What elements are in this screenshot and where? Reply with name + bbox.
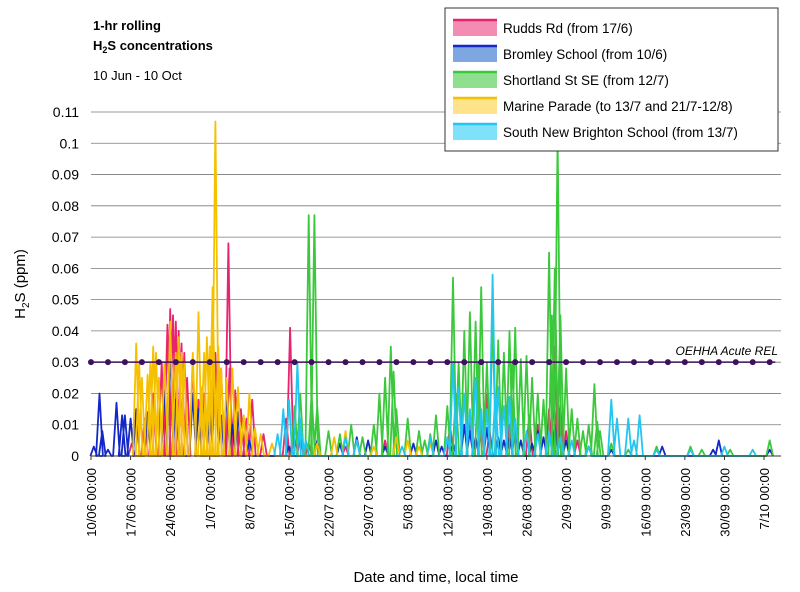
y-tick-label: 0.07 <box>52 229 79 245</box>
reference-line-marker <box>461 359 468 366</box>
legend-swatch <box>453 19 497 36</box>
y-tick-label: 0 <box>71 448 79 464</box>
x-tick-label: 1/07 00:00 <box>203 468 218 529</box>
reference-line-marker <box>444 359 451 366</box>
y-tick-label: 0.08 <box>52 198 79 214</box>
reference-line-marker <box>546 359 553 366</box>
x-tick-label: 9/09 00:00 <box>599 468 614 529</box>
legend-swatch <box>453 45 497 62</box>
reference-line-marker <box>529 359 536 366</box>
reference-line-marker <box>223 359 230 366</box>
reference-line-marker <box>698 359 705 366</box>
reference-line-marker <box>613 359 620 366</box>
reference-line-marker <box>647 359 654 366</box>
reference-line-marker <box>257 359 264 366</box>
legend-label: Marine Parade (to 13/7 and 21/7-12/8) <box>503 99 733 114</box>
y-tick-label: 0.05 <box>52 292 79 308</box>
reference-line-marker <box>291 359 298 366</box>
reference-line-marker <box>681 359 688 366</box>
x-tick-label: 26/08 00:00 <box>519 468 534 537</box>
x-tick-label: 23/09 00:00 <box>678 468 693 537</box>
y-tick-label: 0.01 <box>52 417 79 433</box>
reference-line-marker <box>359 359 366 366</box>
series-line <box>273 273 757 457</box>
y-tick-label: 0.11 <box>53 104 79 120</box>
reference-line-marker <box>766 359 773 366</box>
reference-line-marker <box>393 359 400 366</box>
legend-label: Rudds Rd (from 17/6) <box>503 21 633 36</box>
reference-line-marker <box>121 359 128 366</box>
legend-swatch <box>453 123 497 140</box>
x-tick-label: 29/07 00:00 <box>361 468 376 537</box>
reference-line-marker <box>206 359 213 366</box>
reference-line-marker <box>580 359 587 366</box>
reference-line-marker <box>189 359 196 366</box>
legend-label: Shortland St SE (from 12/7) <box>503 73 669 88</box>
reference-line-marker <box>563 359 570 366</box>
y-tick-label: 0.03 <box>52 354 79 370</box>
x-tick-label: 30/09 00:00 <box>717 468 732 537</box>
reference-line-marker <box>495 359 502 366</box>
y-tick-label: 0.06 <box>52 260 79 276</box>
legend: Rudds Rd (from 17/6) Bromley School (from… <box>444 7 779 152</box>
reference-line-marker <box>715 359 722 366</box>
legend-box <box>444 7 779 152</box>
y-tick-label: 0.04 <box>52 323 79 339</box>
reference-line-marker <box>630 359 637 366</box>
x-tick-label: 12/08 00:00 <box>440 468 455 537</box>
reference-line-marker <box>732 359 739 366</box>
y-tick-label: 0.09 <box>52 167 79 183</box>
reference-line-marker <box>478 359 485 366</box>
reference-line-label: OEHHA Acute REL <box>676 344 778 358</box>
chart-title-line2: H2S concentrations <box>93 38 213 55</box>
chart-title-line1: 1-hr rolling <box>93 18 161 33</box>
x-tick-label: 22/07 00:00 <box>322 468 337 537</box>
reference-line-marker <box>240 359 247 366</box>
reference-line-marker <box>308 359 315 366</box>
legend-label: South New Brighton School (from 13/7) <box>503 125 738 140</box>
x-tick-label: 5/08 00:00 <box>401 468 416 529</box>
reference-line-marker <box>88 359 94 366</box>
reference-line-marker <box>664 359 671 366</box>
y-axis-title: H2S (ppm) <box>12 249 32 319</box>
x-tick-label: 7/10 00:00 <box>757 468 772 529</box>
x-tick-label: 10/06 00:00 <box>84 468 99 537</box>
reference-line-marker <box>427 359 434 366</box>
legend-swatch <box>453 97 497 114</box>
y-tick-label: 0.02 <box>52 385 79 401</box>
x-axis-tick-labels: 10/06 00:00 17/06 00:00 24/06 00:00 1/07 00… <box>84 456 772 537</box>
x-tick-label: 19/08 00:00 <box>480 468 495 537</box>
reference-line-layer: OEHHA Acute REL <box>88 344 778 366</box>
reference-line-marker <box>138 359 145 366</box>
reference-line-marker <box>155 359 162 366</box>
reference-line-marker <box>512 359 519 366</box>
chart-subtitle: 10 Jun - 10 Oct <box>93 68 182 83</box>
reference-line-marker <box>376 359 383 366</box>
reference-line-marker <box>325 359 332 366</box>
x-tick-label: 17/06 00:00 <box>124 468 139 537</box>
reference-line-marker <box>410 359 417 366</box>
legend-swatch <box>453 71 497 88</box>
x-tick-label: 8/07 00:00 <box>242 468 257 529</box>
x-axis-title: Date and time, local time <box>353 569 518 586</box>
x-tick-label: 2/09 00:00 <box>559 468 574 529</box>
legend-label: Bromley School (from 10/6) <box>503 47 667 62</box>
x-tick-label: 24/06 00:00 <box>163 468 178 537</box>
x-tick-label: 15/07 00:00 <box>282 468 297 537</box>
reference-line-marker <box>172 359 179 366</box>
reference-line-marker <box>749 359 756 366</box>
y-axis-tick-labels: 0 0.01 0.02 0.03 0.04 0.05 0.06 0.07 0.08 0.09 0.1… <box>52 104 79 464</box>
y-tick-label: 0.1 <box>60 135 80 151</box>
reference-line-marker <box>104 359 111 366</box>
reference-line-marker <box>274 359 281 366</box>
reference-line-marker <box>342 359 349 366</box>
x-tick-label: 16/09 00:00 <box>638 468 653 537</box>
reference-line-marker <box>597 359 604 366</box>
